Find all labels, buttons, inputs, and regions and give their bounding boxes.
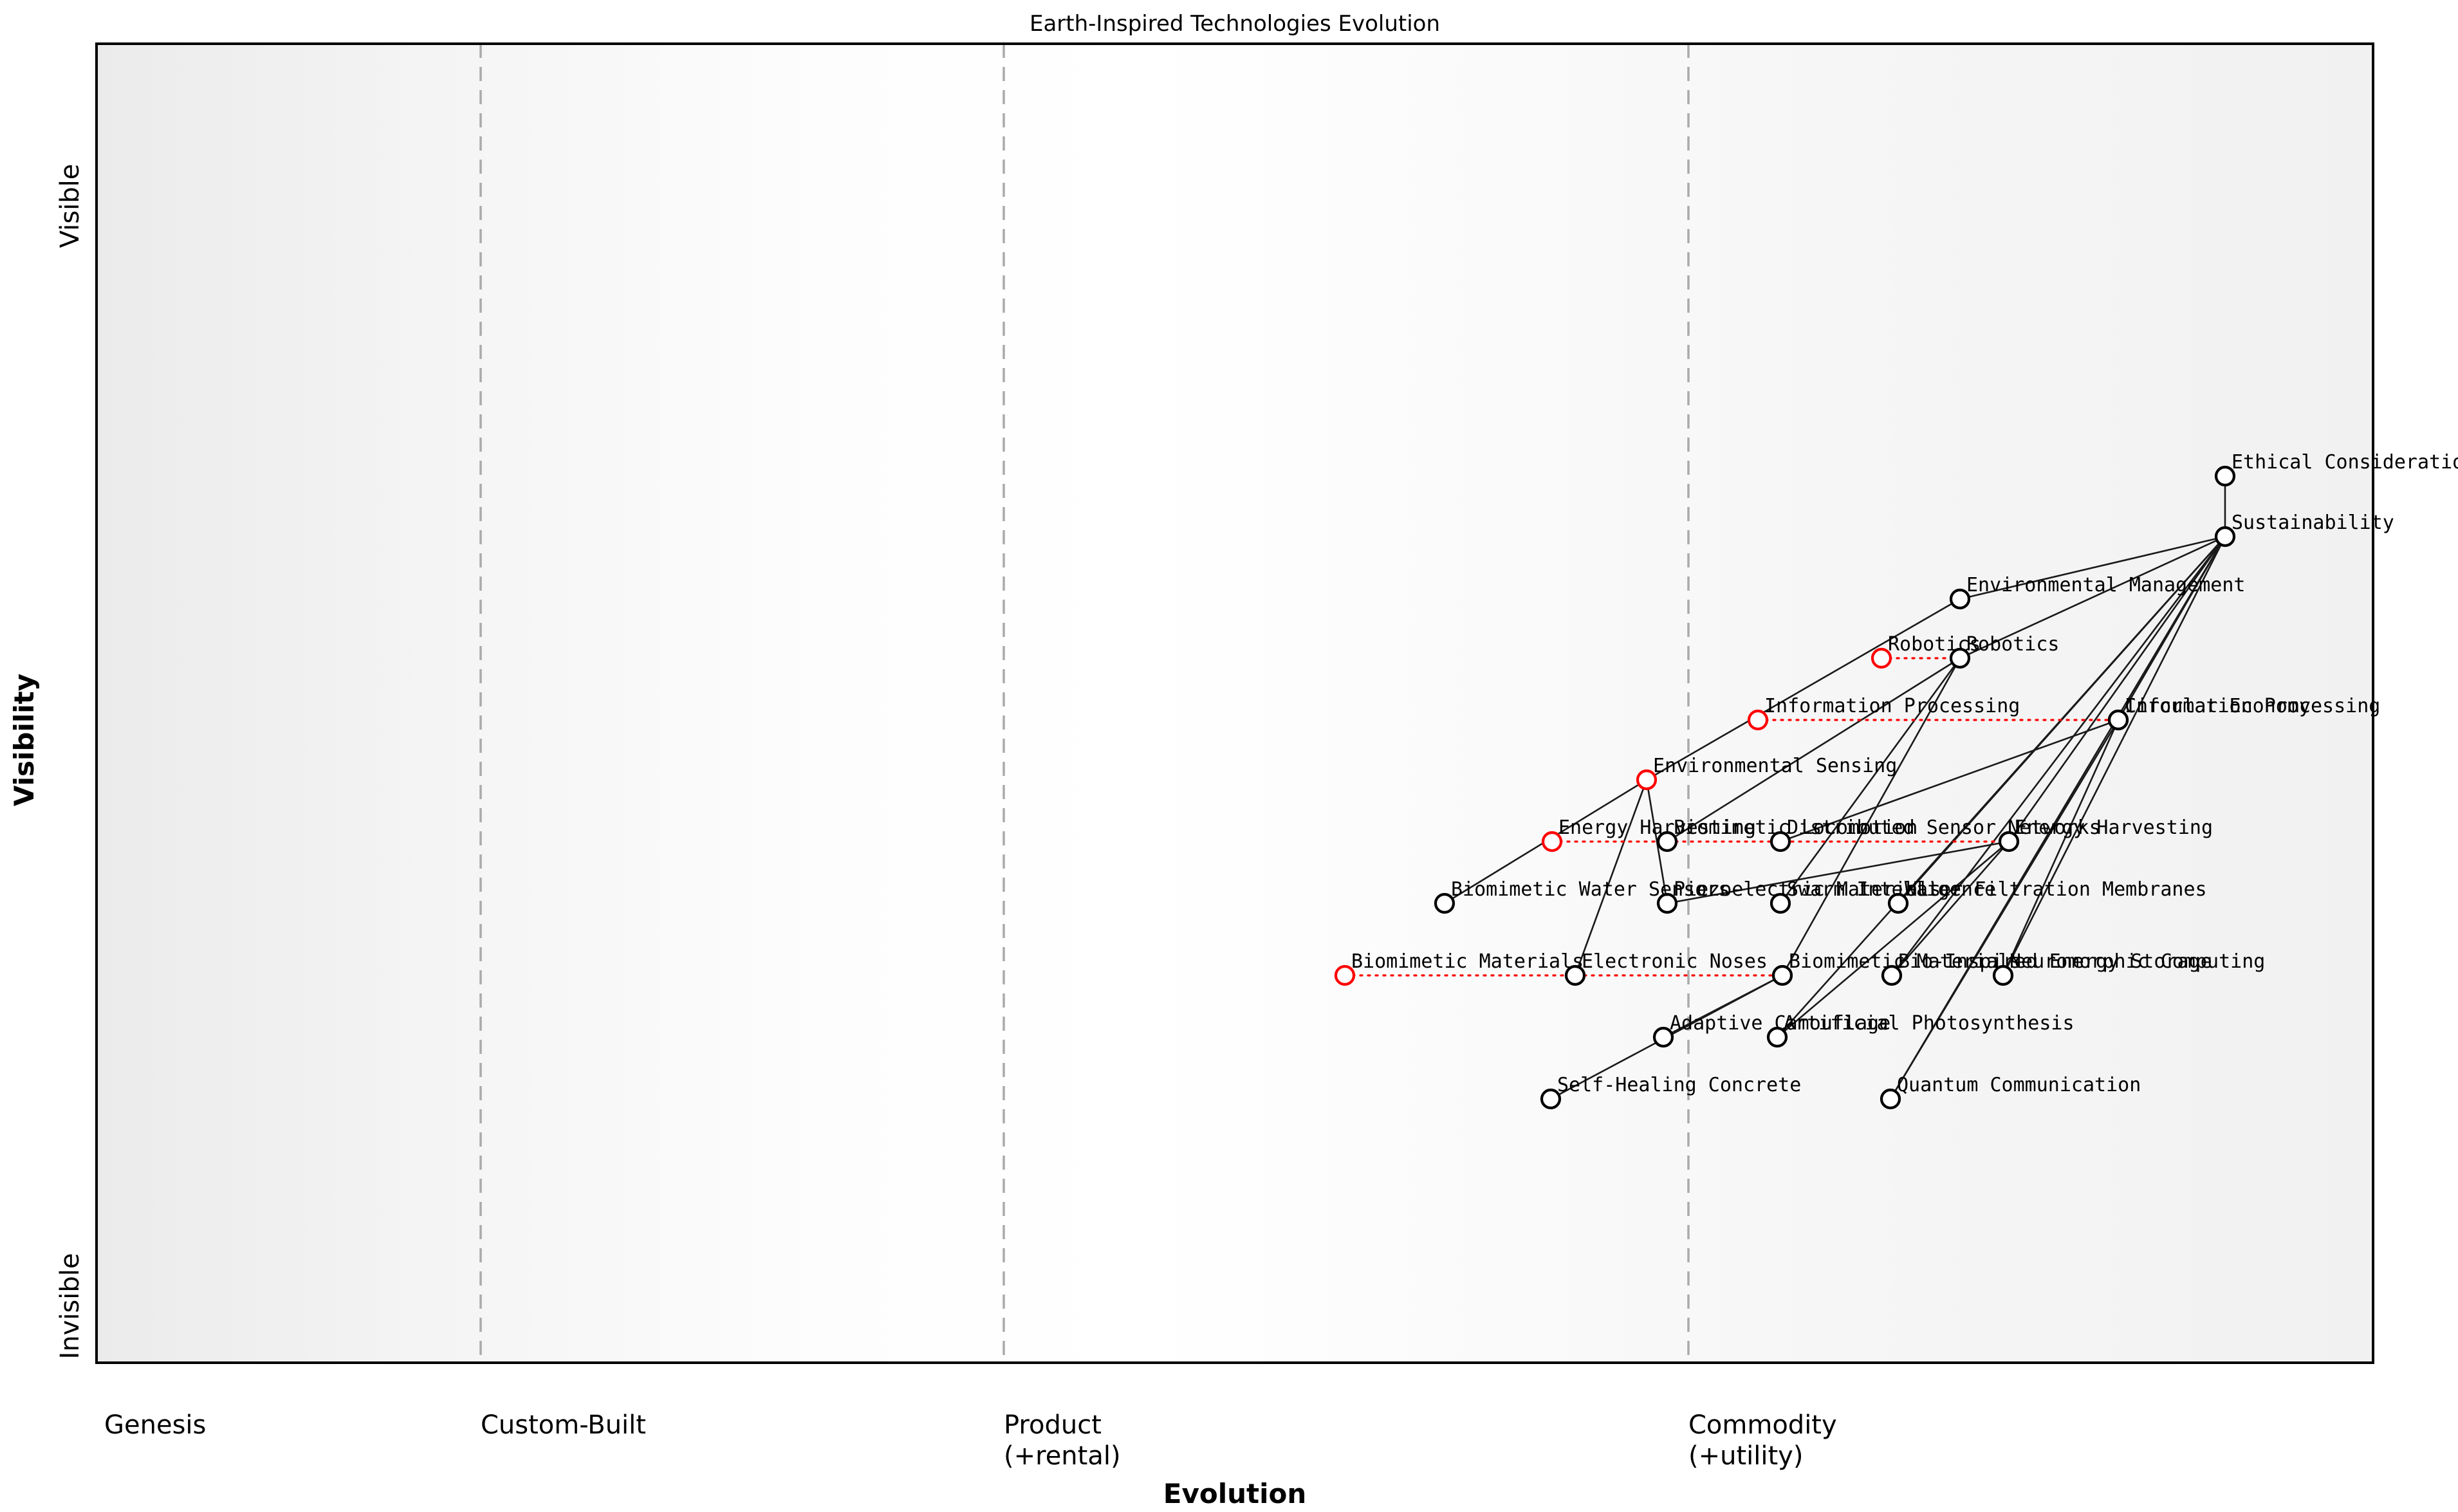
node-electronic_noses xyxy=(1564,964,1586,986)
node-robotics xyxy=(1949,647,1971,669)
node-neuromorphic_computing xyxy=(1992,964,2014,986)
node-adaptive_camouflage xyxy=(1652,1026,1674,1048)
x-stage-label-commodity: Commodity (+utility) xyxy=(1688,1410,1837,1471)
node-energy_harvesting xyxy=(1998,831,2020,853)
node-self_healing_concrete xyxy=(1540,1088,1562,1110)
node-distributed_sensor_networks xyxy=(1770,831,1791,853)
node-information_processing xyxy=(2107,709,2129,731)
node-sustainability xyxy=(2214,526,2236,548)
node-energy_harvesting_evolve xyxy=(1541,831,1563,853)
node-swarm_intelligence xyxy=(1770,892,1791,914)
node-label-robotics: Robotics xyxy=(1966,633,2060,656)
edge-energy_harvesting--bio_inspired_energy_storage xyxy=(1891,841,2010,976)
edge-robotics--biomimetic_materials xyxy=(1781,658,1961,976)
edge-sustainability--artificial_photosynthesis xyxy=(1777,536,2226,1038)
node-label-water_filtration_membranes: Water Filtration Membranes xyxy=(1905,878,2207,901)
edge-environmental_management--environmental_sensing xyxy=(1646,598,1961,781)
x-stage-labels: Genesis Custom-Built Product (+rental) Commo… xyxy=(104,1410,1837,1471)
stage-gridlines xyxy=(479,44,1690,1363)
node-label-biomimetic_materials_evolve: Biomimetic Materials xyxy=(1351,950,1584,973)
node-robotics_evolve xyxy=(1871,647,1892,669)
component-nodes xyxy=(1334,465,2236,1110)
axes-frame xyxy=(95,42,2374,1364)
node-label-information_processing_evolve: Information Processing xyxy=(1764,695,2020,717)
node-piezoelectric_materials xyxy=(1656,892,1678,914)
node-biomimetic_locomotion xyxy=(1656,831,1678,853)
node-label-environmental_management: Environmental Management xyxy=(1966,574,2245,596)
edge-information_processing--distributed_sensor_networks xyxy=(1780,719,2119,843)
y-axis-top-tick-label: Visible xyxy=(55,164,85,248)
edge-environmental_sensing--electronic_noses xyxy=(1574,779,1648,976)
node-water_filtration_membranes xyxy=(1887,892,1909,914)
y-axis-title: Visibility xyxy=(8,674,40,806)
node-bio_inspired_energy_storage xyxy=(1881,964,1903,986)
edge-energy_harvesting--artificial_photosynthesis xyxy=(1777,841,2010,1038)
node-biomimetic_water_sensors xyxy=(1434,892,1455,914)
edge-information_processing--neuromorphic_computing xyxy=(2002,719,2120,976)
node-label-self_healing_concrete: Self-Healing Concrete xyxy=(1557,1074,1801,1096)
edge-sustainability--bio_inspired_energy_storage xyxy=(1890,536,2226,976)
node-label-piezoelectric_materials: Piezoelectric Materials xyxy=(1674,878,1941,901)
x-stage-label-custom-built: Custom-Built xyxy=(481,1410,646,1440)
node-label-artificial_photosynthesis: Artificial Photosynthesis xyxy=(1784,1012,2075,1035)
edge-sustainability--robotics xyxy=(1959,535,2226,659)
node-label-robotics_evolve: Robotics xyxy=(1888,633,1981,656)
node-environmental_management xyxy=(1949,588,1971,610)
node-label-bio_inspired_energy_storage: Bio-Inspired Energy Storage xyxy=(1898,950,2212,973)
node-label-swarm_intelligence: Swarm Intelligence xyxy=(1787,878,1996,901)
node-label-sustainability: Sustainability xyxy=(2232,512,2394,534)
node-label-energy_harvesting: Energy Harvesting xyxy=(2015,816,2213,839)
edge-biomimetic_materials--adaptive_camouflage xyxy=(1663,974,1783,1038)
edge-energy_harvesting--piezoelectric_materials xyxy=(1667,840,2010,905)
node-label-distributed_sensor_networks: Distributed Sensor Networks xyxy=(1787,816,2101,839)
node-information_processing_evolve xyxy=(1747,709,1769,731)
node-environmental_sensing xyxy=(1636,769,1658,791)
plot-background xyxy=(97,44,2373,1363)
x-stage-label-product: Product (+rental) xyxy=(1004,1410,1121,1471)
y-axis-bottom-tick-label: Invisible xyxy=(55,1253,85,1360)
x-axis-title: Evolution xyxy=(1163,1478,1306,1509)
edge-sustainability--energy_harvesting xyxy=(2008,536,2226,842)
node-label-ethical_considerations: Ethical Considerations xyxy=(2232,451,2458,474)
edge-robotics--biomimetic_locomotion xyxy=(1667,657,1961,843)
evolve-links xyxy=(1344,657,2120,977)
edge-sustainability--neuromorphic_computing xyxy=(2002,536,2226,976)
node-label-biomimetic_materials: Biomimetic Materials xyxy=(1789,950,2021,973)
node-label-neuromorphic_computing: Neuromorphic Computing xyxy=(2010,950,2265,973)
x-stage-label-genesis: Genesis xyxy=(104,1410,206,1440)
node-label-biomimetic_locomotion: Biomimetic Locomotion xyxy=(1674,816,1917,839)
component-labels: Ethical Considerations Sustainability Envi… xyxy=(1351,451,2458,1096)
node-label-environmental_sensing: Environmental Sensing xyxy=(1653,755,1897,777)
node-ethical_considerations xyxy=(2214,465,2236,487)
node-biomimetic_materials xyxy=(1771,964,1793,986)
edge-sustainability--environmental_management xyxy=(1959,535,2226,600)
node-label-quantum_communication: Quantum Communication xyxy=(1897,1074,2141,1096)
node-biomimetic_materials_evolve xyxy=(1334,964,1356,986)
edge-robotics--swarm_intelligence xyxy=(1779,658,1961,904)
node-label-electronic_noses: Electronic Noses xyxy=(1582,950,1768,973)
node-label-energy_harvesting_evolve: Energy Harvesting xyxy=(1558,816,1756,839)
dependency-edges xyxy=(1444,476,2226,1100)
edge-information_processing--quantum_communication xyxy=(1889,719,2120,1100)
node-label-adaptive_camouflage: Adaptive Camouflage xyxy=(1670,1012,1890,1035)
node-label-biomimetic_water_sensors: Biomimetic Water Sensors xyxy=(1451,878,1730,901)
node-label-circular_economy: Circular Economy xyxy=(2125,695,2311,717)
figure-title: Earth-Inspired Technologies Evolution xyxy=(1030,11,1440,37)
node-label-information_processing: Information Processing xyxy=(2125,695,2380,717)
node-artificial_photosynthesis xyxy=(1766,1026,1788,1048)
node-quantum_communication xyxy=(1880,1088,1901,1110)
